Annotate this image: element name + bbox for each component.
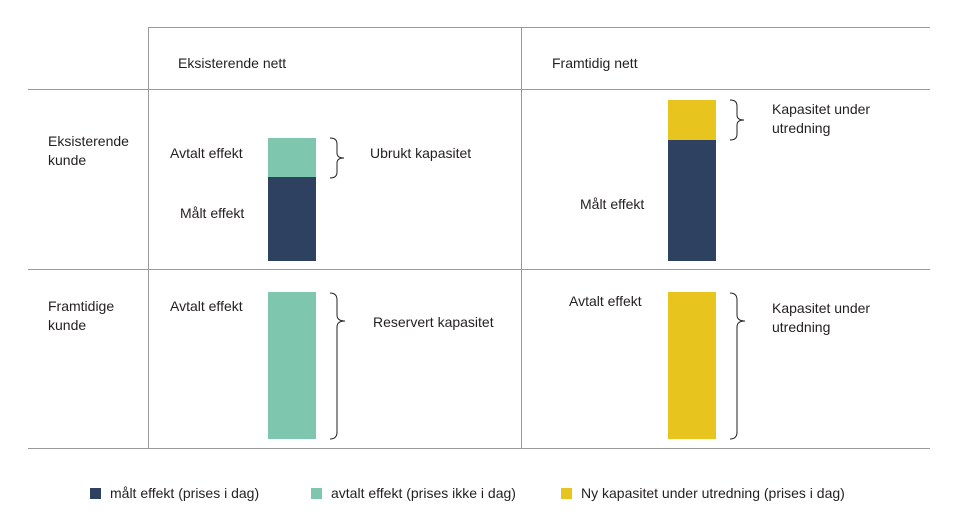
row-header-existing-customer-line2: kunde [48, 152, 87, 168]
row-header-existing-customer-line1: Eksisterende [48, 133, 129, 149]
legend-swatch-investigation [561, 488, 572, 499]
agreed-effect-bar [268, 292, 316, 439]
brace-icon [729, 292, 746, 440]
legend-swatch-measured [90, 488, 101, 499]
unused-capacity-label: Ubrukt kapasitet [370, 145, 472, 161]
column-header-existing-net: Eksisterende nett [178, 55, 287, 71]
reserved-capacity-label: Reservert kapasitet [373, 314, 494, 330]
brace-icon [729, 99, 745, 141]
measured-effect-label: Målt effekt [580, 196, 645, 212]
grid-left-divider [148, 27, 149, 448]
capacity-under-investigation-label-line2: utredning [772, 319, 831, 335]
measured-effect-bar [668, 140, 716, 261]
row-header-future-customer-line1: Framtidige [48, 298, 115, 314]
capacity-under-investigation-label-line1: Kapasitet under [772, 300, 871, 316]
capacity-under-investigation-label-line2: utredning [772, 120, 831, 136]
agreed-effect-bar [268, 138, 316, 177]
grid-header-line [28, 89, 930, 90]
agreed-effect-label: Avtalt effekt [170, 145, 243, 161]
brace-icon [329, 137, 345, 179]
grid-column-divider [521, 27, 522, 448]
capacity-under-investigation-label-line1: Kapasitet under [772, 101, 871, 117]
grid-middle-line [28, 269, 930, 270]
column-header-future-net: Framtidig nett [552, 55, 638, 71]
investigation-capacity-bar [668, 292, 716, 439]
measured-effect-label: Målt effekt [180, 205, 245, 221]
legend-swatch-agreed [311, 488, 322, 499]
legend-label-measured: målt effekt (prises i dag) [110, 485, 260, 501]
legend-label-investigation: Ny kapasitet under utredning (prises i d… [581, 485, 845, 501]
grid-top-line [148, 27, 930, 28]
investigation-capacity-bar [668, 100, 716, 140]
measured-effect-bar [268, 177, 316, 261]
legend-label-agreed: avtalt effekt (prises ikke i dag) [331, 485, 516, 501]
agreed-effect-label: Avtalt effekt [569, 293, 642, 309]
grid-bottom-line [28, 448, 930, 449]
agreed-effect-label: Avtalt effekt [170, 298, 243, 314]
row-header-future-customer-line2: kunde [48, 317, 87, 333]
brace-icon [329, 292, 346, 440]
